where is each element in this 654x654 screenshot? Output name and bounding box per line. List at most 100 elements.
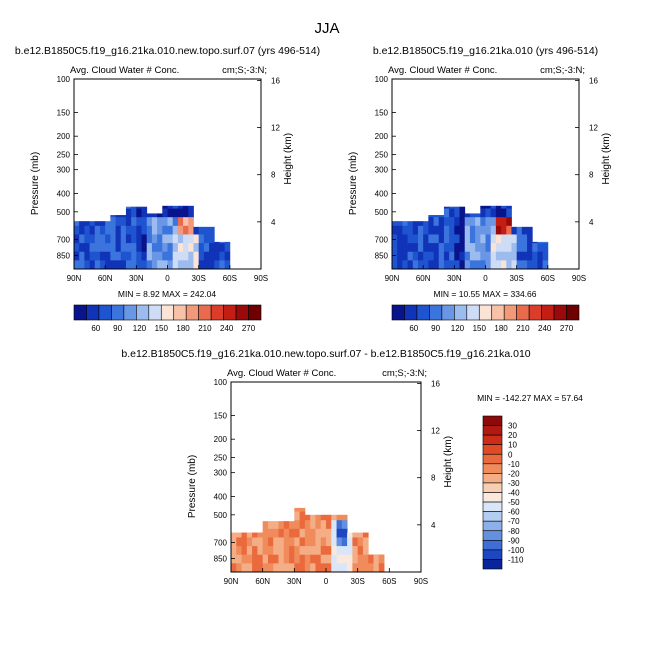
field-cell: [532, 243, 538, 253]
field-cell: [537, 243, 544, 253]
field-cell: [490, 205, 497, 209]
field-cell: [99, 221, 106, 227]
field-cell: [84, 225, 90, 235]
field-cell: [412, 260, 419, 270]
colorbar-swatch: [148, 304, 162, 321]
field-cell: [183, 208, 189, 218]
y2-axis-label: Height (km): [443, 436, 454, 488]
field-cell: [110, 234, 116, 244]
field-cell: [94, 221, 101, 227]
field-cell: [443, 217, 450, 227]
field-cell: [177, 205, 184, 209]
field-cell: [283, 537, 290, 547]
field-cell: [278, 554, 285, 564]
field-cell: [241, 532, 248, 538]
field-cell: [475, 225, 481, 235]
field-cell: [79, 243, 85, 253]
field-cell: [257, 532, 264, 538]
field-cell: [193, 251, 200, 261]
field-cell: [131, 208, 137, 218]
field-cell: [198, 234, 205, 244]
colorbar-label: 30: [508, 422, 517, 431]
colorbar-swatch: [482, 501, 503, 512]
field-cell: [224, 243, 231, 253]
field-cell: [125, 206, 132, 209]
field-cell: [125, 251, 132, 261]
field-cell: [183, 217, 189, 227]
field-cell: [475, 217, 481, 227]
field-cell: [423, 260, 429, 270]
field-cell: [506, 234, 512, 244]
y-tick-label: 850: [375, 252, 389, 261]
field-cell: [99, 225, 106, 235]
y2-tick-label: 4: [589, 218, 594, 227]
field-cell: [203, 243, 210, 253]
field-cell: [315, 514, 322, 521]
colorbar-swatch: [429, 304, 443, 321]
field-cell: [79, 234, 85, 244]
field-cell: [84, 251, 90, 261]
field-cell: [299, 563, 306, 573]
field-cell: [449, 260, 455, 270]
y-tick-label: 300: [375, 166, 389, 175]
field-cell: [157, 234, 163, 244]
field-cell: [495, 251, 502, 261]
colorbar-label: 10: [508, 441, 517, 450]
field-cell: [501, 217, 507, 227]
colorbar-swatch: [503, 304, 517, 321]
field-cell: [289, 546, 295, 556]
field-cell: [331, 514, 337, 521]
colorbar-label: 120: [451, 324, 465, 333]
field-cell: [315, 563, 322, 573]
field-cell: [167, 225, 174, 235]
field-cell: [177, 217, 184, 227]
field-cell: [172, 243, 179, 253]
field-cell: [417, 225, 424, 235]
field-cell: [141, 217, 148, 227]
field-cell: [74, 234, 80, 244]
y-tick-label: 400: [375, 189, 389, 198]
colorbar-swatch: [86, 304, 100, 321]
field-cell: [236, 532, 242, 538]
y-tick-label: 100: [57, 75, 71, 84]
colorbar-swatch: [482, 415, 503, 426]
field-cell: [167, 205, 174, 209]
field-cell: [326, 554, 332, 564]
colorbar-swatch: [111, 304, 125, 321]
field-cell: [423, 221, 429, 227]
field-cell: [352, 546, 359, 556]
field-cell: [320, 537, 327, 547]
field-cell: [273, 563, 279, 573]
field-cell: [331, 563, 337, 573]
field-cell: [231, 563, 237, 573]
field-cell: [454, 206, 460, 209]
field-cell: [177, 243, 184, 253]
colorbar-swatch: [482, 463, 503, 474]
field-cell: [162, 234, 168, 244]
x-tick-label: 90N: [224, 577, 239, 586]
field-cell: [257, 537, 264, 547]
field-cell: [141, 260, 148, 270]
field-cell: [417, 234, 424, 244]
field-cell: [454, 251, 460, 261]
field-cell: [177, 251, 184, 261]
colorbar-label: -50: [508, 498, 520, 507]
y-tick-label: 500: [214, 511, 228, 520]
field-cell: [357, 537, 364, 547]
field-cell: [214, 251, 220, 261]
field-cell: [294, 563, 301, 573]
panel-3-subtitle: Avg. Cloud Water # Conc.: [227, 368, 336, 379]
field-cell: [438, 243, 445, 253]
field-cell: [475, 243, 481, 253]
field-cell: [480, 205, 486, 209]
field-cell: [527, 234, 533, 244]
field-cell: [428, 217, 434, 227]
colorbar-label: -110: [508, 555, 524, 564]
field-cell: [120, 243, 127, 253]
field-cell: [136, 225, 142, 235]
field-cell: [532, 241, 538, 244]
field-cell: [454, 225, 460, 235]
field-cell: [172, 205, 179, 209]
panel-1-stats: MIN = 8.92 MAX = 242.04: [118, 289, 217, 299]
field-cell: [357, 546, 364, 556]
